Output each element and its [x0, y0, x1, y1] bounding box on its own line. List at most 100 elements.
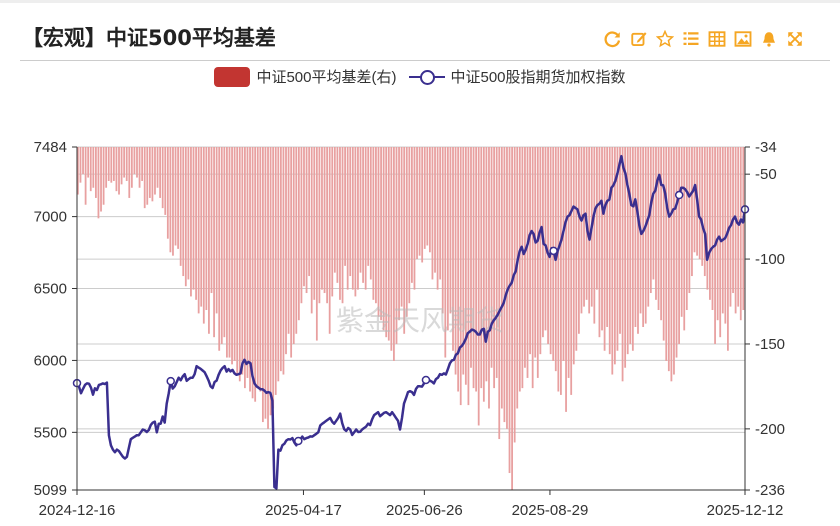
- basis-bar: [112, 147, 115, 181]
- refresh-icon[interactable]: [602, 28, 624, 50]
- basis-bar: [608, 147, 611, 355]
- expand-icon[interactable]: [784, 28, 806, 50]
- star-icon[interactable]: [654, 28, 676, 50]
- basis-bar: [341, 147, 344, 304]
- bell-icon[interactable]: [758, 28, 780, 50]
- basis-bar: [256, 147, 259, 389]
- basis-bar: [562, 147, 565, 361]
- basis-bar: [375, 147, 377, 304]
- basis-bar: [698, 147, 701, 260]
- basis-bar: [159, 147, 162, 198]
- basis-bar: [254, 147, 257, 402]
- basis-bar: [572, 147, 575, 365]
- legend-swatch-index: [408, 67, 445, 87]
- right-axis-label: -50: [755, 166, 777, 183]
- legend-item-index[interactable]: 中证500股指期货加权指数: [408, 66, 626, 87]
- basis-bar: [295, 147, 298, 334]
- basis-bar: [411, 147, 413, 283]
- basis-bar: [184, 147, 187, 287]
- basis-bar: [624, 147, 627, 368]
- basis-bar: [621, 147, 624, 382]
- basis-bar: [357, 147, 359, 290]
- basis-bar: [693, 147, 696, 253]
- legend-label-basis: 中证500平均基差(右): [256, 69, 397, 86]
- basis-bar: [531, 147, 534, 389]
- basis-bar: [601, 147, 603, 331]
- basis-bar: [616, 147, 619, 351]
- basis-bar: [534, 147, 537, 358]
- x-axis-label: 2025-06-26: [386, 502, 463, 519]
- basis-bar: [195, 147, 197, 300]
- basis-bar: [711, 147, 714, 311]
- basis-bar: [721, 147, 724, 314]
- image-icon[interactable]: [732, 28, 754, 50]
- basis-bar: [439, 147, 442, 280]
- edit-icon[interactable]: [628, 28, 650, 50]
- basis-bar: [680, 147, 683, 317]
- basis-bar: [675, 147, 678, 358]
- basis-bar: [626, 147, 629, 355]
- basis-bar: [84, 147, 87, 205]
- left-axis-label: 6000: [34, 352, 67, 369]
- basis-bar: [362, 147, 364, 283]
- basis-bar: [449, 147, 452, 314]
- basis-bar: [236, 147, 239, 375]
- basis-bar: [580, 147, 583, 314]
- basis-bar: [709, 147, 711, 300]
- basis-bar: [467, 147, 470, 406]
- basis-bar: [346, 147, 349, 290]
- basis-bar: [673, 147, 675, 375]
- list-icon[interactable]: [680, 28, 702, 50]
- watermark: 紫金天风期货: [336, 304, 504, 337]
- basis-bar: [395, 147, 398, 344]
- basis-bar: [513, 147, 516, 443]
- basis-bar: [506, 147, 508, 429]
- basis-bar: [475, 147, 478, 392]
- basis-bar: [426, 147, 429, 246]
- basis-bar: [274, 147, 277, 395]
- basis-bar: [213, 147, 215, 338]
- basis-bar: [192, 147, 195, 290]
- basis-bar: [279, 147, 282, 372]
- basis-bar: [200, 147, 203, 307]
- basis-bar: [511, 147, 513, 490]
- basis-bar: [151, 147, 154, 202]
- basis-bar: [434, 147, 436, 273]
- basis-bar: [539, 147, 542, 355]
- basis-bar: [372, 147, 375, 300]
- basis-bar: [703, 147, 706, 277]
- basis-bar: [606, 147, 609, 327]
- basis-bar: [619, 147, 621, 334]
- basis-bar: [688, 147, 691, 294]
- index-marker: [674, 190, 684, 200]
- left-axis-label: 6500: [34, 281, 67, 298]
- basis-bar: [377, 147, 380, 317]
- basis-bar: [87, 147, 90, 178]
- basis-bar: [310, 147, 313, 314]
- basis-bar: [202, 147, 205, 324]
- basis-bar: [107, 147, 110, 181]
- basis-bar: [739, 147, 742, 321]
- basis-bar: [452, 147, 454, 351]
- index-marker: [166, 376, 175, 386]
- basis-bar: [503, 147, 506, 423]
- basis-bar: [226, 147, 228, 358]
- legend-item-basis[interactable]: 中证500平均基差(右): [214, 66, 397, 87]
- basis-bar: [367, 147, 370, 266]
- basis-bar: [727, 147, 729, 351]
- basis-bar: [524, 147, 526, 368]
- x-axis-label: 2025-12-12: [707, 502, 784, 519]
- basis-bar: [105, 147, 108, 188]
- basis-bar: [164, 147, 167, 215]
- basis-bar: [369, 147, 372, 280]
- basis-bar: [670, 147, 673, 382]
- basis-bar: [665, 147, 668, 361]
- basis-bar: [691, 147, 693, 277]
- basis-bar: [521, 147, 524, 389]
- basis-bar: [333, 147, 336, 273]
- basis-bar: [115, 147, 118, 192]
- table-icon[interactable]: [706, 28, 728, 50]
- basis-bar: [125, 147, 128, 181]
- basis-bar: [205, 147, 208, 311]
